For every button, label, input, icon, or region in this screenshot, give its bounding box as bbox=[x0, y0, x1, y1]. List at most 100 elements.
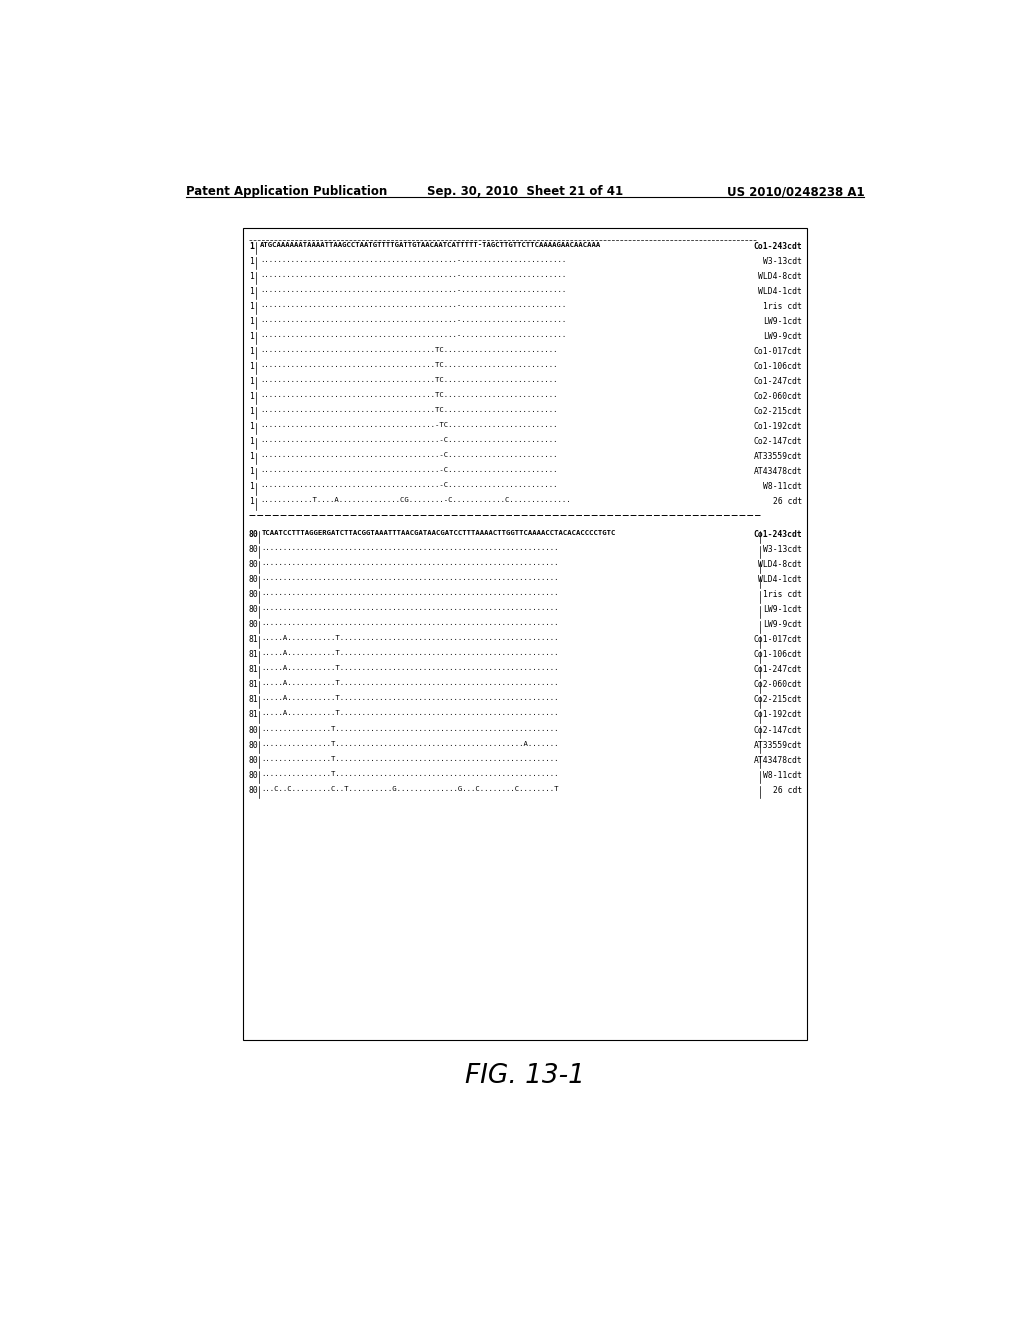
Text: 1: 1 bbox=[249, 362, 254, 371]
Text: WLD4-1cdt: WLD4-1cdt bbox=[759, 286, 802, 296]
Text: Co1-017cdt: Co1-017cdt bbox=[754, 635, 802, 644]
Text: 80: 80 bbox=[249, 620, 259, 630]
Text: Co2-147cdt: Co2-147cdt bbox=[754, 726, 802, 734]
Text: Co1-192cdt: Co1-192cdt bbox=[754, 422, 802, 430]
Text: 81: 81 bbox=[249, 710, 259, 719]
Text: 1: 1 bbox=[249, 482, 254, 491]
Text: 1ris cdt: 1ris cdt bbox=[763, 590, 802, 599]
Text: .........................................-C.........................: ........................................… bbox=[260, 437, 557, 442]
Text: US 2010/0248238 A1: US 2010/0248238 A1 bbox=[727, 185, 864, 198]
Text: Co1-247cdt: Co1-247cdt bbox=[754, 376, 802, 385]
Text: ................T...................................................: ................T.......................… bbox=[261, 726, 559, 731]
Text: WLD4-8cdt: WLD4-8cdt bbox=[759, 561, 802, 569]
Text: .............................................-........................: ........................................… bbox=[260, 302, 566, 308]
Text: W3-13cdt: W3-13cdt bbox=[763, 256, 802, 265]
Text: 1: 1 bbox=[249, 347, 254, 355]
Text: .............................................-........................: ........................................… bbox=[260, 286, 566, 293]
Text: ....................................................................: ........................................… bbox=[261, 561, 559, 566]
Text: 80: 80 bbox=[249, 726, 259, 734]
Text: ....................................................................: ........................................… bbox=[261, 576, 559, 581]
Text: ........................................TC..........................: ........................................… bbox=[260, 407, 557, 413]
Text: .....A...........T..................................................: .....A...........T......................… bbox=[261, 665, 559, 672]
Text: 26 cdt: 26 cdt bbox=[773, 496, 802, 506]
Text: .............................................-........................: ........................................… bbox=[260, 256, 566, 263]
Text: .............................................-........................: ........................................… bbox=[260, 317, 566, 322]
Text: 1: 1 bbox=[249, 242, 254, 251]
Text: ........................................TC..........................: ........................................… bbox=[260, 362, 557, 368]
Text: W8-11cdt: W8-11cdt bbox=[763, 482, 802, 491]
Text: 80: 80 bbox=[249, 545, 259, 554]
Text: AT43478cdt: AT43478cdt bbox=[754, 467, 802, 475]
Text: Co2-215cdt: Co2-215cdt bbox=[754, 407, 802, 416]
Text: WLD4-8cdt: WLD4-8cdt bbox=[759, 272, 802, 281]
Text: TCAATCCTTTAGGERGATCTTACGGTAAATTTAACGATAACGATCCTTTAAAACTTGGTTCAAAACCTACACACCCCTGT: TCAATCCTTTAGGERGATCTTACGGTAAATTTAACGATAA… bbox=[261, 531, 615, 536]
Text: ........................................TC..........................: ........................................… bbox=[260, 347, 557, 352]
Text: ....................................................................: ........................................… bbox=[261, 606, 559, 611]
Text: AT33559cdt: AT33559cdt bbox=[754, 741, 802, 750]
Text: .............................................-........................: ........................................… bbox=[260, 331, 566, 338]
Text: ....................................................................: ........................................… bbox=[261, 545, 559, 552]
Text: Sep. 30, 2010  Sheet 21 of 41: Sep. 30, 2010 Sheet 21 of 41 bbox=[427, 185, 623, 198]
Text: 1ris cdt: 1ris cdt bbox=[763, 302, 802, 310]
Text: Patent Application Publication: Patent Application Publication bbox=[186, 185, 387, 198]
Text: 1: 1 bbox=[249, 392, 254, 401]
Text: 81: 81 bbox=[249, 665, 259, 675]
Text: .....A...........T..................................................: .....A...........T......................… bbox=[261, 696, 559, 701]
Text: .............................................-........................: ........................................… bbox=[260, 272, 566, 277]
Text: Co1-106cdt: Co1-106cdt bbox=[754, 362, 802, 371]
Text: Co2-215cdt: Co2-215cdt bbox=[754, 696, 802, 705]
Text: 81: 81 bbox=[249, 681, 259, 689]
Text: ........................................TC..........................: ........................................… bbox=[260, 376, 557, 383]
Text: ............T....A..............CG........-C............C..............: ............T....A..............CG......… bbox=[260, 496, 570, 503]
Text: 81: 81 bbox=[249, 651, 259, 660]
Text: 80: 80 bbox=[249, 606, 259, 614]
Text: .....A...........T..................................................: .....A...........T......................… bbox=[261, 635, 559, 642]
Text: 80: 80 bbox=[249, 531, 259, 540]
Text: 1: 1 bbox=[249, 286, 254, 296]
Text: ....................................................................: ........................................… bbox=[261, 620, 559, 627]
Text: Co1-106cdt: Co1-106cdt bbox=[754, 651, 802, 660]
Text: 1: 1 bbox=[249, 317, 254, 326]
Text: 1: 1 bbox=[249, 302, 254, 310]
Text: 81: 81 bbox=[249, 635, 259, 644]
FancyBboxPatch shape bbox=[243, 227, 807, 1040]
Text: 1: 1 bbox=[249, 422, 254, 430]
Text: AT33559cdt: AT33559cdt bbox=[754, 451, 802, 461]
Text: .....A...........T..................................................: .....A...........T......................… bbox=[261, 710, 559, 717]
Text: .....A...........T..................................................: .....A...........T......................… bbox=[261, 651, 559, 656]
Text: .....A...........T..................................................: .....A...........T......................… bbox=[261, 681, 559, 686]
Text: 80: 80 bbox=[249, 755, 259, 764]
Text: ................T...................................................: ................T.......................… bbox=[261, 771, 559, 776]
Text: ...C..C.........C..T..........G..............G...C........C........T: ...C..C.........C..T..........G.........… bbox=[261, 785, 559, 792]
Text: 1: 1 bbox=[249, 272, 254, 281]
Text: 1: 1 bbox=[249, 407, 254, 416]
Text: 1: 1 bbox=[249, 331, 254, 341]
Text: .........................................-C.........................: ........................................… bbox=[260, 467, 557, 473]
Text: 80: 80 bbox=[249, 741, 259, 750]
Text: FIG. 13-1: FIG. 13-1 bbox=[465, 1063, 585, 1089]
Text: 1: 1 bbox=[249, 467, 254, 475]
Text: 80: 80 bbox=[249, 576, 259, 585]
Text: .........................................-C.........................: ........................................… bbox=[260, 451, 557, 458]
Text: LW9-9cdt: LW9-9cdt bbox=[763, 620, 802, 630]
Text: W3-13cdt: W3-13cdt bbox=[763, 545, 802, 554]
Text: ................T...........................................A.......: ................T.......................… bbox=[261, 741, 559, 747]
Text: Co1-247cdt: Co1-247cdt bbox=[754, 665, 802, 675]
Text: Co2-147cdt: Co2-147cdt bbox=[754, 437, 802, 446]
Text: Co1-192cdt: Co1-192cdt bbox=[754, 710, 802, 719]
Text: 1: 1 bbox=[249, 496, 254, 506]
Text: LW9-1cdt: LW9-1cdt bbox=[763, 317, 802, 326]
Text: ATGCAAAAAATAAAATTAAGCCTAATGTTTTGATTGTAACAATCATTTTT-TAGCTTGTTCTTCAAAAGAACAACAAA: ATGCAAAAAATAAAATTAAGCCTAATGTTTTGATTGTAAC… bbox=[260, 242, 601, 248]
Text: ........................................-TC.........................: ........................................… bbox=[260, 422, 557, 428]
Text: 80: 80 bbox=[249, 561, 259, 569]
Text: 1: 1 bbox=[249, 437, 254, 446]
Text: ........................................TC..........................: ........................................… bbox=[260, 392, 557, 397]
Text: 81: 81 bbox=[249, 696, 259, 705]
Text: WLD4-1cdt: WLD4-1cdt bbox=[759, 576, 802, 585]
Text: Co1-243cdt: Co1-243cdt bbox=[754, 242, 802, 251]
Text: Co1-017cdt: Co1-017cdt bbox=[754, 347, 802, 355]
Text: 1: 1 bbox=[249, 451, 254, 461]
Text: LW9-9cdt: LW9-9cdt bbox=[763, 331, 802, 341]
Text: .........................................-C.........................: ........................................… bbox=[260, 482, 557, 488]
Text: Co2-060cdt: Co2-060cdt bbox=[754, 681, 802, 689]
